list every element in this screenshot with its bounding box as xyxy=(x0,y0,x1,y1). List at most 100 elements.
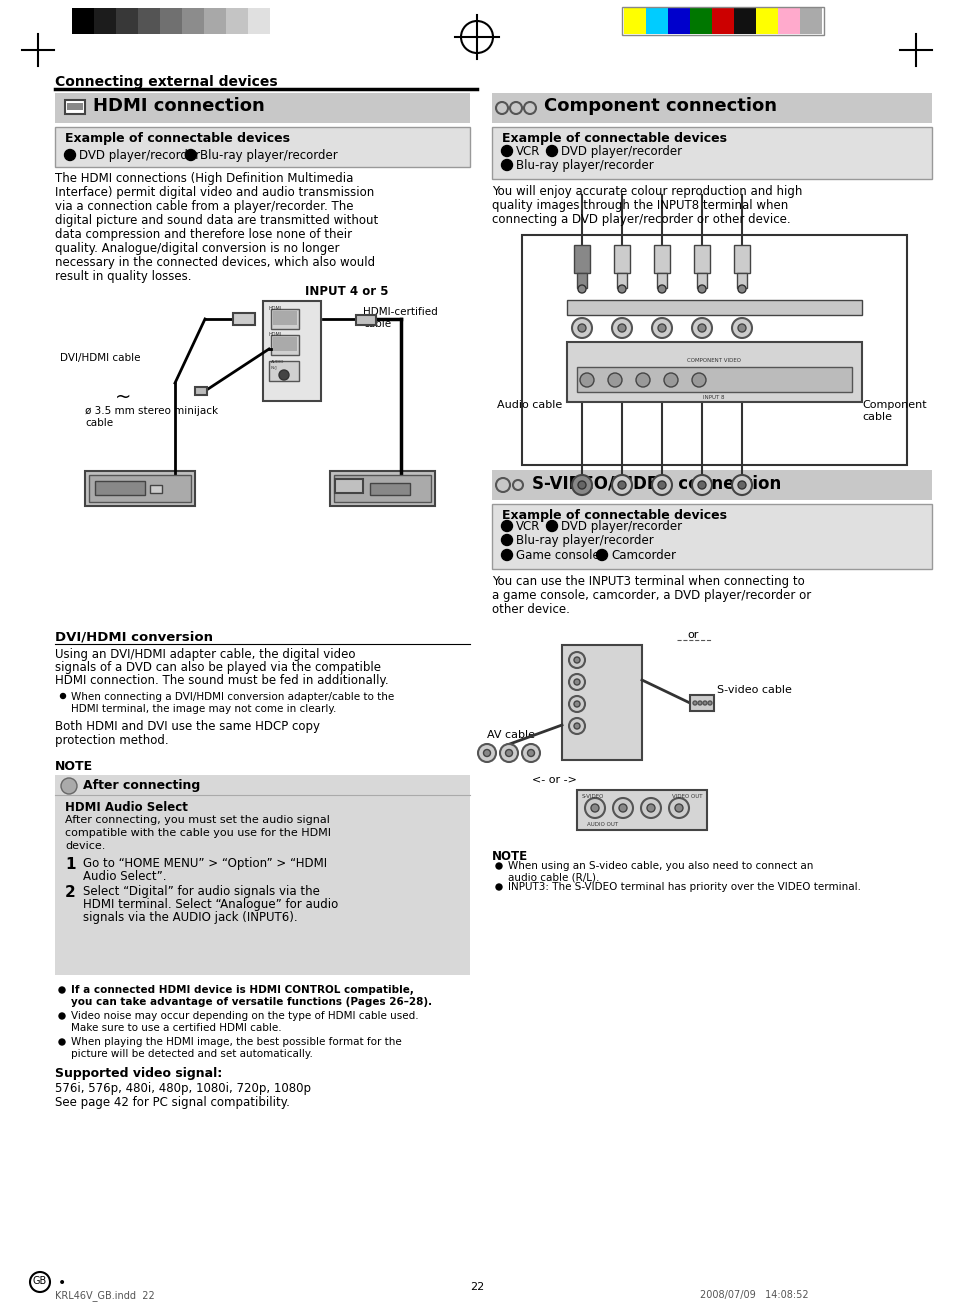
Bar xyxy=(689,8,711,34)
Text: KRL46V_GB.indd  22: KRL46V_GB.indd 22 xyxy=(55,1290,154,1301)
Text: GB: GB xyxy=(32,1277,47,1286)
Circle shape xyxy=(568,719,584,734)
Text: picture will be detected and set automatically.: picture will be detected and set automat… xyxy=(71,1048,313,1059)
Text: you can take advantage of versatile functions (Pages 26–28).: you can take advantage of versatile func… xyxy=(71,998,432,1007)
Bar xyxy=(248,8,270,34)
Circle shape xyxy=(61,778,77,794)
Bar xyxy=(271,309,298,329)
Bar xyxy=(160,8,182,34)
Bar xyxy=(521,235,906,466)
Circle shape xyxy=(612,475,631,496)
Text: 2008/07/09   14:08:52: 2008/07/09 14:08:52 xyxy=(700,1290,808,1300)
Circle shape xyxy=(546,520,557,532)
Text: The HDMI connections (High Definition Multimedia: The HDMI connections (High Definition Mu… xyxy=(55,172,353,185)
Circle shape xyxy=(501,535,512,545)
Bar xyxy=(273,310,296,325)
Circle shape xyxy=(658,323,665,333)
Text: NOTE: NOTE xyxy=(55,760,93,773)
Text: IN/J: IN/J xyxy=(271,366,277,370)
Text: When connecting a DVI/HDMI conversion adapter/cable to the: When connecting a DVI/HDMI conversion ad… xyxy=(71,692,394,702)
Circle shape xyxy=(59,987,65,994)
Text: device.: device. xyxy=(65,841,105,852)
Text: compatible with the cable you use for the HDMI: compatible with the cable you use for th… xyxy=(65,828,331,838)
Circle shape xyxy=(59,1039,65,1045)
Circle shape xyxy=(738,286,745,293)
Text: HDMI connection: HDMI connection xyxy=(92,96,265,115)
Circle shape xyxy=(651,318,671,338)
Text: audio cable (R/L).: audio cable (R/L). xyxy=(507,872,598,883)
Bar xyxy=(492,126,931,179)
Bar xyxy=(116,8,138,34)
Circle shape xyxy=(578,323,585,333)
Circle shape xyxy=(521,745,539,762)
Text: Camcorder: Camcorder xyxy=(610,549,676,562)
Circle shape xyxy=(477,745,496,762)
Text: INPUT 4 or 5: INPUT 4 or 5 xyxy=(305,286,388,299)
Circle shape xyxy=(618,286,625,293)
Text: After connecting, you must set the audio signal: After connecting, you must set the audio… xyxy=(65,815,330,825)
Text: HDMI Audio Select: HDMI Audio Select xyxy=(65,801,188,814)
Text: When using an S-video cable, you also need to connect an: When using an S-video cable, you also ne… xyxy=(507,861,813,871)
Bar xyxy=(693,245,709,273)
Circle shape xyxy=(499,745,517,762)
Text: quality. Analogue/digital conversion is no longer: quality. Analogue/digital conversion is … xyxy=(55,243,339,256)
Circle shape xyxy=(618,323,625,333)
Bar xyxy=(566,342,862,402)
Bar xyxy=(737,273,746,288)
Text: S-VIDEO/VIDEO connection: S-VIDEO/VIDEO connection xyxy=(532,473,781,492)
Text: You can use the INPUT3 terminal when connecting to: You can use the INPUT3 terminal when con… xyxy=(492,575,804,588)
Circle shape xyxy=(738,323,745,333)
Circle shape xyxy=(698,481,705,489)
Circle shape xyxy=(278,370,289,379)
Bar xyxy=(89,475,191,502)
Bar xyxy=(733,245,749,273)
Circle shape xyxy=(574,657,579,662)
Circle shape xyxy=(590,805,598,812)
Text: When playing the HDMI image, the best possible format for the: When playing the HDMI image, the best po… xyxy=(71,1037,401,1047)
Circle shape xyxy=(658,286,665,293)
Bar xyxy=(577,273,586,288)
Bar xyxy=(755,8,778,34)
Circle shape xyxy=(568,674,584,690)
Text: Component connection: Component connection xyxy=(543,96,776,115)
Text: VIDEO OUT: VIDEO OUT xyxy=(671,794,701,799)
Circle shape xyxy=(702,702,706,705)
Text: DVD player/recorder: DVD player/recorder xyxy=(79,149,200,162)
Text: Make sure to use a certified HDMI cable.: Make sure to use a certified HDMI cable. xyxy=(71,1024,281,1033)
Bar xyxy=(492,93,931,123)
Text: Game console: Game console xyxy=(516,549,599,562)
Text: DVD player/recorder: DVD player/recorder xyxy=(560,145,681,158)
Text: Blu-ray player/recorder: Blu-ray player/recorder xyxy=(516,159,653,172)
Bar xyxy=(566,300,862,316)
Circle shape xyxy=(698,323,705,333)
Bar xyxy=(492,505,931,569)
Circle shape xyxy=(501,146,512,156)
Text: Example of connectable devices: Example of connectable devices xyxy=(65,132,290,145)
Circle shape xyxy=(646,805,655,812)
Bar xyxy=(617,273,626,288)
Text: Go to “HOME MENU” > “Option” > “HDMI: Go to “HOME MENU” > “Option” > “HDMI xyxy=(83,857,327,870)
Circle shape xyxy=(60,694,66,699)
Bar xyxy=(689,695,713,711)
Circle shape xyxy=(527,750,534,756)
Text: data compression and therefore lose none of their: data compression and therefore lose none… xyxy=(55,228,352,241)
Bar xyxy=(577,366,851,393)
Circle shape xyxy=(596,549,607,561)
Bar xyxy=(778,8,800,34)
Bar xyxy=(94,8,116,34)
Circle shape xyxy=(636,373,649,387)
Bar xyxy=(55,126,470,167)
Text: After connecting: After connecting xyxy=(83,778,200,792)
Text: You will enjoy accurate colour reproduction and high: You will enjoy accurate colour reproduct… xyxy=(492,185,801,198)
Circle shape xyxy=(668,798,688,818)
Text: S-VIDEO: S-VIDEO xyxy=(581,794,604,799)
Text: DVD player/recorder: DVD player/recorder xyxy=(560,520,681,533)
Bar xyxy=(330,471,435,506)
Bar xyxy=(55,775,470,975)
Circle shape xyxy=(185,150,196,160)
Circle shape xyxy=(505,750,512,756)
Circle shape xyxy=(574,722,579,729)
Text: 1: 1 xyxy=(65,857,75,872)
Circle shape xyxy=(607,373,621,387)
Text: Audio cable: Audio cable xyxy=(497,400,561,409)
